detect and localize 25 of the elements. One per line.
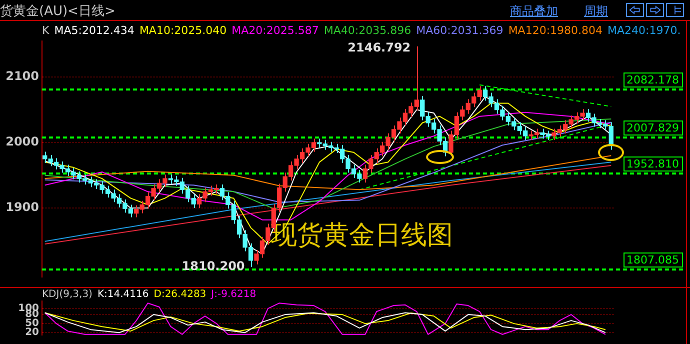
text: MA60:2031.369 bbox=[416, 24, 504, 37]
y-tick-label: 20 bbox=[25, 327, 40, 338]
y-tick-label: 2100 bbox=[6, 69, 39, 84]
text: D:26.4283 bbox=[154, 289, 206, 300]
annotation: 2146.792 bbox=[348, 40, 411, 54]
text: MA40:2035.896 bbox=[324, 24, 412, 37]
text: 商品叠加 bbox=[510, 3, 558, 20]
text: MA5:2012.434 bbox=[54, 24, 134, 37]
ref-line-label: 1952.810 bbox=[626, 157, 680, 170]
text: 周期 bbox=[584, 3, 608, 20]
ref-line-label: 2082.178 bbox=[626, 73, 680, 86]
text: MA240:1970. bbox=[608, 24, 681, 37]
text: MA20:2025.587 bbox=[232, 24, 319, 37]
series-label: J:-9.6218 bbox=[211, 289, 256, 300]
text: MA10:2025.040 bbox=[139, 24, 227, 37]
ref-line-label: 2007.829 bbox=[626, 121, 680, 134]
chart-title: KDJ(9,3,3) bbox=[42, 289, 92, 300]
annotation: 1810.200 bbox=[182, 258, 245, 273]
y-tick-label: 2000 bbox=[6, 134, 39, 149]
ref-line-label: 1807.085 bbox=[626, 253, 680, 266]
y-tick-label: 1900 bbox=[6, 200, 39, 214]
legend-title: K bbox=[42, 24, 50, 37]
chart-title: 货黄金(AU)<日线> bbox=[0, 3, 116, 20]
series-label: K:14.4116 bbox=[97, 289, 149, 300]
text: MA120:1980.804 bbox=[508, 24, 603, 37]
